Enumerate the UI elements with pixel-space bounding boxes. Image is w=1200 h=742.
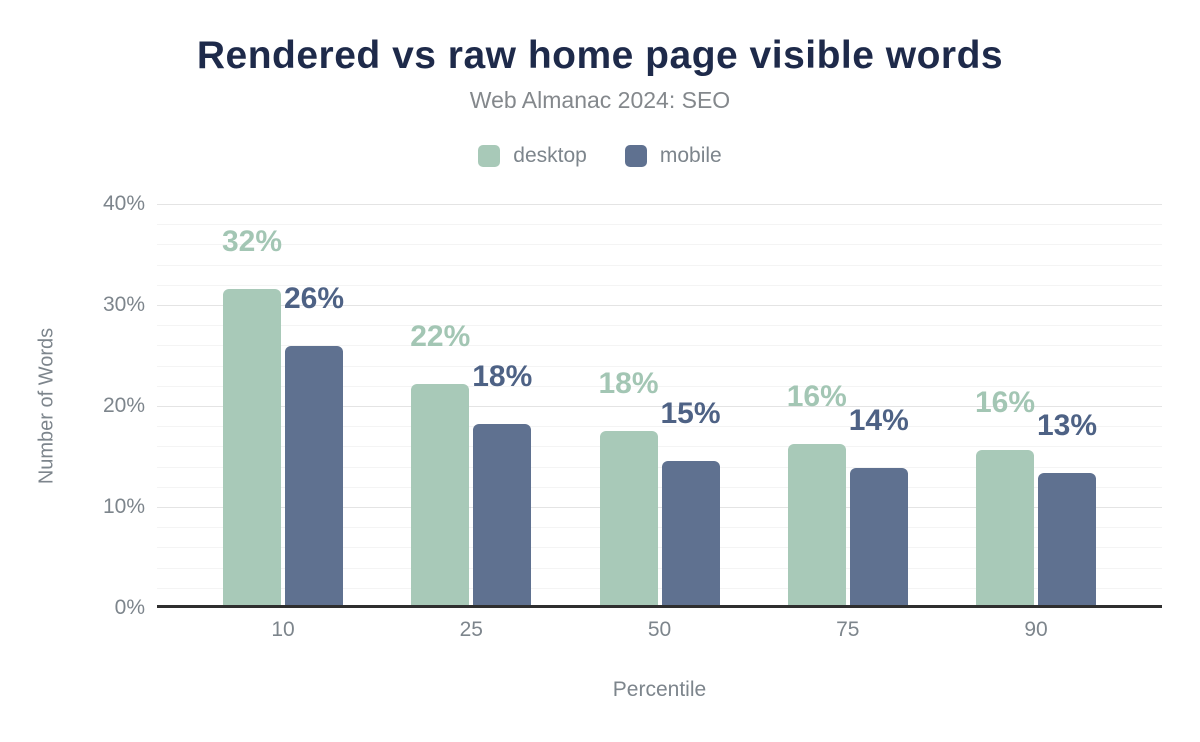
legend-swatch-mobile [624,145,647,167]
minor-gridline [157,446,1162,448]
legend-label-desktop: desktop [513,144,587,167]
bar-desktop-p90 [976,450,1034,608]
minor-gridline [157,284,1162,286]
x-tick-label-10: 10 [271,618,295,641]
bar-value-label-desktop-p10: 32% [221,224,283,258]
minor-gridline [157,244,1162,246]
bar-value-label-desktop-p75: 16% [786,380,847,414]
minor-gridline [157,547,1162,549]
minor-gridline [157,365,1162,367]
legend-item-desktop: desktop [478,144,587,168]
chart-subtitle: Web Almanac 2024: SEO [469,87,731,113]
minor-gridline [157,426,1162,428]
minor-gridline [157,345,1162,347]
bar-value-label-mobile-p50: 15% [660,396,721,430]
minor-gridline [157,466,1162,468]
y-tick-label-30: 30% [102,293,145,316]
x-axis-line [157,605,1162,608]
bar-value-label-desktop-p90: 16% [974,386,1036,420]
y-tick-label-10: 10% [102,495,145,518]
x-tick-label-50: 50 [647,618,672,641]
bar-value-label-mobile-p25: 18% [472,360,533,394]
y-tick-label-0: 0% [114,596,145,619]
x-axis-title: Percentile [612,678,707,701]
bar-value-label-mobile-p75: 14% [848,403,909,437]
major-gridline [157,507,1162,508]
bar-desktop-p10 [223,288,281,608]
chart-title: Rendered vs raw home page visible words [196,34,1004,77]
minor-gridline [157,587,1162,589]
bar-value-label-desktop-p50: 18% [598,367,659,401]
bar-mobile-p90 [1038,472,1096,608]
bar-mobile-p50 [661,460,720,608]
bar-mobile-p25 [473,424,532,608]
minor-gridline [157,486,1162,488]
major-gridline [157,305,1162,306]
bar-value-label-mobile-p90: 13% [1036,408,1098,442]
minor-gridline [157,527,1162,529]
y-tick-label-40: 40% [102,192,145,215]
major-gridline [157,406,1162,407]
x-tick-label-25: 25 [459,618,483,641]
bar-desktop-p75 [787,444,846,608]
x-tick-label-90: 90 [1024,618,1048,641]
minor-gridline [157,385,1162,387]
legend-label-mobile: mobile [659,144,722,167]
x-tick-label-75: 75 [836,618,860,641]
major-gridline [157,204,1162,205]
minor-gridline [157,567,1162,569]
legend-item-mobile: mobile [624,144,722,168]
bar-mobile-p10 [285,346,343,608]
minor-gridline [157,325,1162,327]
y-tick-label-20: 20% [102,394,145,417]
minor-gridline [157,264,1162,266]
bar-desktop-p25 [411,383,470,608]
legend: desktop mobile [0,144,1200,168]
minor-gridline [157,224,1162,226]
legend-swatch-desktop [478,145,501,167]
bar-mobile-p75 [849,467,908,608]
bar-value-label-mobile-p10: 26% [283,282,345,316]
bar-desktop-p50 [599,431,658,608]
plot-area: 32% 26% 22% 18% 18% 15% 16% 14% 16% 13% [157,204,1162,608]
bar-value-label-desktop-p25: 22% [410,319,471,353]
